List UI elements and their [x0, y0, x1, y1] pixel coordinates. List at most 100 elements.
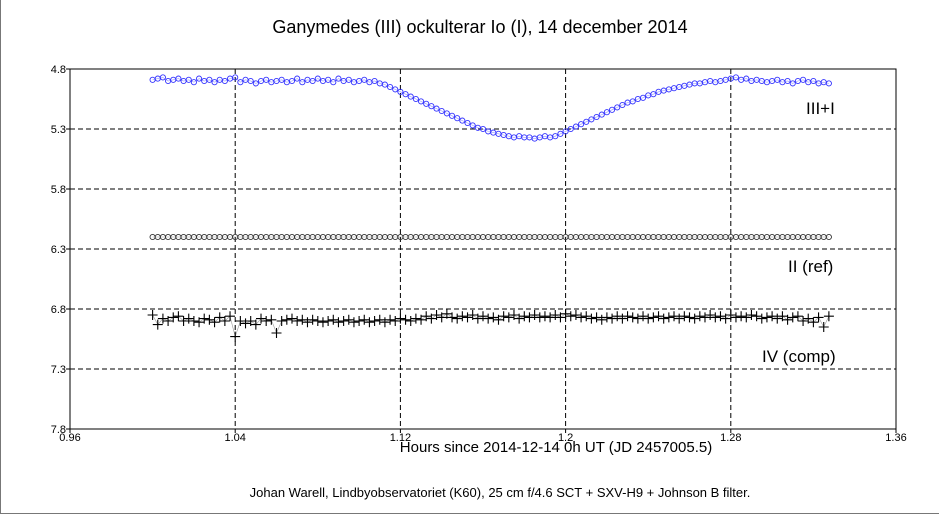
data-point: [469, 122, 476, 129]
data-point: [395, 313, 406, 324]
data-point: [699, 312, 710, 323]
data-point: [345, 76, 352, 83]
data-point: [338, 316, 349, 326]
data-point: [658, 313, 669, 324]
data-point: [431, 310, 442, 320]
data-point: [147, 310, 158, 320]
data-point: [410, 313, 421, 324]
data-point: [478, 311, 488, 322]
series-label: IV (comp): [762, 347, 836, 366]
data-point: [288, 77, 296, 85]
x-tick-label: 1.2: [558, 432, 573, 444]
data-point: [278, 76, 285, 83]
data-point: [252, 80, 259, 87]
data-point: [756, 313, 767, 324]
data-point: [343, 314, 354, 325]
data-point: [188, 316, 199, 326]
series-1: [149, 233, 832, 241]
data-point: [387, 83, 394, 91]
data-point: [648, 312, 659, 323]
data-point: [211, 79, 218, 86]
data-point: [219, 316, 230, 326]
data-point: [459, 117, 466, 124]
data-point: [593, 113, 600, 121]
data-point: [550, 310, 561, 320]
data-point: [488, 312, 499, 323]
data-point: [622, 311, 633, 322]
data-point: [312, 316, 323, 326]
data-point: [601, 312, 612, 323]
data-point: [325, 76, 332, 83]
data-point: [529, 310, 540, 320]
data-point: [679, 311, 690, 322]
data-point: [183, 313, 194, 324]
y-tick-label: 7.8: [51, 424, 66, 436]
data-point: [447, 312, 458, 323]
data-point: [152, 319, 163, 330]
data-point: [230, 331, 241, 342]
data-point: [390, 316, 401, 326]
data-point: [307, 314, 318, 325]
data-point: [371, 77, 378, 85]
data-point: [792, 311, 803, 322]
data-point: [452, 313, 463, 324]
data-point: [472, 313, 483, 324]
data-point: [720, 313, 731, 324]
data-point: [245, 316, 256, 326]
data-point: [225, 311, 236, 322]
data-point: [730, 312, 741, 323]
data-point: [438, 107, 445, 115]
data-point: [323, 316, 334, 326]
data-point: [292, 316, 303, 326]
data-point: [348, 317, 359, 328]
data-point: [421, 311, 432, 322]
data-point: [572, 123, 579, 130]
data-point: [199, 313, 210, 324]
data-point: [157, 313, 168, 324]
data-point: [663, 312, 674, 323]
x-tick-label: 1.28: [720, 432, 741, 444]
series-label: III+I: [806, 99, 835, 118]
data-point: [168, 312, 179, 323]
data-point: [271, 328, 282, 338]
data-point: [555, 312, 566, 323]
data-point: [578, 121, 585, 128]
data-point: [359, 314, 370, 325]
x-tick-label: 1.36: [885, 432, 906, 444]
data-point: [163, 316, 174, 326]
data-point: [560, 308, 571, 319]
data-point: [416, 314, 427, 325]
data-point: [643, 313, 654, 324]
data-point: [789, 80, 796, 87]
data-point: [175, 75, 182, 82]
data-point: [576, 312, 587, 323]
data-point: [772, 313, 783, 324]
data-point: [650, 91, 657, 98]
data-point: [669, 311, 680, 322]
data-point: [552, 133, 559, 140]
data-point: [810, 77, 817, 85]
data-point: [715, 311, 726, 322]
x-tick-label: 1.12: [390, 432, 411, 444]
data-point: [178, 316, 189, 326]
data-point: [746, 310, 757, 320]
x-axis-title: Hours since 2014-12-14 0h UT (JD 2457005…: [400, 439, 712, 456]
data-point: [638, 311, 649, 322]
data-point: [567, 125, 574, 133]
data-point: [250, 319, 261, 330]
data-point: [392, 86, 399, 93]
data-point: [443, 110, 450, 117]
data-point: [639, 94, 647, 101]
data-point: [328, 314, 339, 325]
x-tick-label: 0.96: [59, 432, 80, 444]
data-point: [221, 77, 228, 85]
data-point: [423, 100, 430, 107]
series-2: [147, 308, 834, 342]
data-point: [725, 310, 736, 320]
data-point: [436, 312, 447, 323]
data-point: [374, 314, 385, 325]
data-point: [710, 312, 721, 323]
data-point: [281, 314, 292, 325]
data-point: [173, 311, 184, 322]
data-point: [204, 314, 215, 325]
